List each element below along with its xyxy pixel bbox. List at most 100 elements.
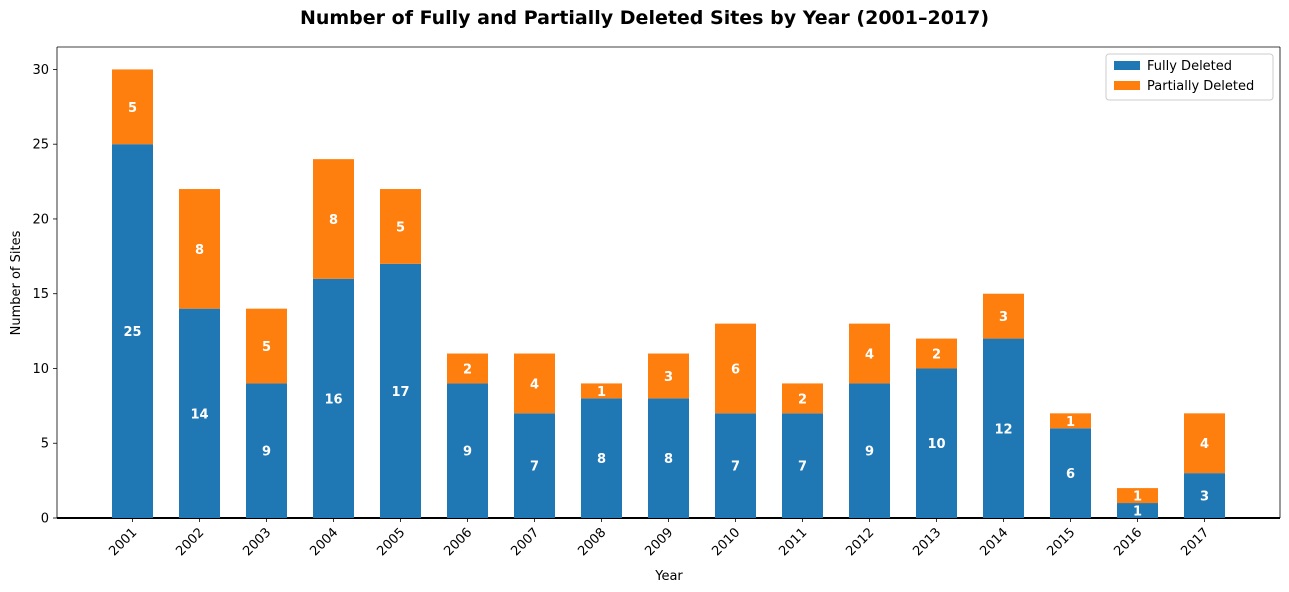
bar-fully-deleted-2004 [313,278,354,518]
bar-label-partially-deleted-2005: 5 [396,220,405,235]
legend-label-fully-deleted: Fully Deleted [1147,59,1232,74]
bar-fully-deleted-2016 [1117,503,1158,518]
bar-fully-deleted-2008 [581,398,622,518]
x-tick-label-2015: 2015 [1044,525,1078,559]
bar-label-partially-deleted-2008: 1 [597,385,606,400]
y-tick-label-30: 30 [32,63,49,78]
bar-fully-deleted-2012 [849,383,890,518]
bar-label-fully-deleted-2012: 9 [865,445,874,460]
bar-fully-deleted-2005 [380,263,421,518]
bar-partially-deleted-2017 [1184,413,1225,474]
x-tick-label-2006: 2006 [441,525,475,559]
bar-partially-deleted-2003 [246,308,287,384]
legend-swatch-partially-deleted [1114,81,1140,90]
bar-label-partially-deleted-2017: 4 [1200,437,1209,452]
bar-fully-deleted-2001 [112,144,153,518]
legend-label-partially-deleted: Partially Deleted [1147,79,1254,94]
bar-partially-deleted-2008 [581,383,622,399]
bar-partially-deleted-2005 [380,189,421,264]
bar-label-fully-deleted-2007: 7 [530,460,539,475]
bar-label-partially-deleted-2015: 1 [1066,415,1075,430]
bar-label-partially-deleted-2012: 4 [865,348,874,363]
bar-label-fully-deleted-2013: 10 [927,437,945,452]
x-axis-title: Year [654,569,683,584]
bar-label-fully-deleted-2002: 14 [190,407,208,422]
y-tick-label-5: 5 [41,437,49,452]
bar-fully-deleted-2011 [782,413,823,518]
y-axis: 0 5 10 15 20 25 30 [32,63,57,527]
y-tick-label-10: 10 [32,362,49,377]
y-tick-label-0: 0 [41,512,49,527]
bar-label-partially-deleted-2013: 2 [932,348,941,363]
bar-partially-deleted-2002 [179,189,220,309]
bar-partially-deleted-2006 [447,353,488,384]
bar-fully-deleted-2002 [179,308,220,518]
bar-label-partially-deleted-2001: 5 [128,101,137,116]
bar-fully-deleted-2006 [447,383,488,518]
bar-partially-deleted-2016 [1117,488,1158,504]
x-tick-label-2005: 2005 [374,525,408,559]
x-tick-label-2010: 2010 [709,525,743,559]
x-tick-label-2012: 2012 [843,525,877,559]
x-tick-label-2007: 2007 [508,525,542,559]
bar-partially-deleted-2012 [849,323,890,384]
bar-label-partially-deleted-2009: 3 [664,370,673,385]
x-tick-label-2014: 2014 [977,525,1011,559]
bar-partially-deleted-2014 [983,293,1024,339]
bar-label-partially-deleted-2006: 2 [463,362,472,377]
bar-partially-deleted-2001 [112,69,153,145]
bar-fully-deleted-2015 [1050,428,1091,518]
bar-partially-deleted-2004 [313,159,354,279]
bar-partially-deleted-2011 [782,383,823,414]
legend-box [1105,53,1274,101]
bar-fully-deleted-2007 [514,413,555,518]
bar-label-fully-deleted-2017: 3 [1200,490,1209,505]
x-tick-label-2016: 2016 [1111,525,1145,559]
bar-label-fully-deleted-2005: 17 [391,385,409,400]
bar-partially-deleted-2009 [648,353,689,399]
x-tick-label-2013: 2013 [910,525,944,559]
bar-label-fully-deleted-2001: 25 [123,325,141,340]
x-tick-label-2003: 2003 [240,525,274,559]
x-tick-label-2002: 2002 [173,525,207,559]
legend: Fully Deleted Partially Deleted [1105,53,1274,101]
x-tick-label-2008: 2008 [575,525,609,559]
bar-label-partially-deleted-2002: 8 [195,243,204,258]
x-tick-label-2001: 2001 [106,525,140,559]
bar-label-fully-deleted-2016: 1 [1133,505,1142,520]
bar-label-fully-deleted-2015: 6 [1066,467,1075,482]
bars-group [112,69,1225,518]
bar-label-partially-deleted-2003: 5 [262,340,271,355]
x-tick-label-2011: 2011 [776,525,810,559]
bar-partially-deleted-2010 [715,323,756,414]
x-tick-label-2017: 2017 [1178,525,1212,559]
y-tick-label-25: 25 [32,138,49,153]
bar-partially-deleted-2007 [514,353,555,414]
bar-fully-deleted-2009 [648,398,689,518]
y-axis-title: Number of Sites [9,230,24,335]
bar-label-partially-deleted-2016: 1 [1133,490,1142,505]
bar-fully-deleted-2013 [916,368,957,518]
bar-fully-deleted-2003 [246,383,287,518]
bar-label-fully-deleted-2014: 12 [994,422,1012,437]
bar-label-partially-deleted-2007: 4 [530,377,539,392]
bar-label-partially-deleted-2014: 3 [999,310,1008,325]
bar-label-fully-deleted-2004: 16 [324,392,342,407]
bar-label-fully-deleted-2006: 9 [463,445,472,460]
bar-partially-deleted-2013 [916,338,957,369]
chart-title: Number of Fully and Partially Deleted Si… [299,7,990,29]
x-axis: 2001 2002 2003 2004 2005 2006 2007 2008 2009 2010… [106,518,1212,559]
bar-label-partially-deleted-2004: 8 [329,213,338,228]
bar-label-partially-deleted-2010: 6 [731,362,740,377]
x-tick-label-2009: 2009 [642,525,676,559]
bar-label-partially-deleted-2011: 2 [798,392,807,407]
bar-label-fully-deleted-2010: 7 [731,460,740,475]
bar-fully-deleted-2014 [983,338,1024,518]
bar-partially-deleted-2015 [1050,413,1091,429]
y-tick-label-15: 15 [32,287,49,302]
bar-fully-deleted-2017 [1184,473,1225,518]
legend-swatch-fully-deleted [1114,61,1140,70]
bar-label-fully-deleted-2009: 8 [664,452,673,467]
x-tick-label-2004: 2004 [307,525,341,559]
